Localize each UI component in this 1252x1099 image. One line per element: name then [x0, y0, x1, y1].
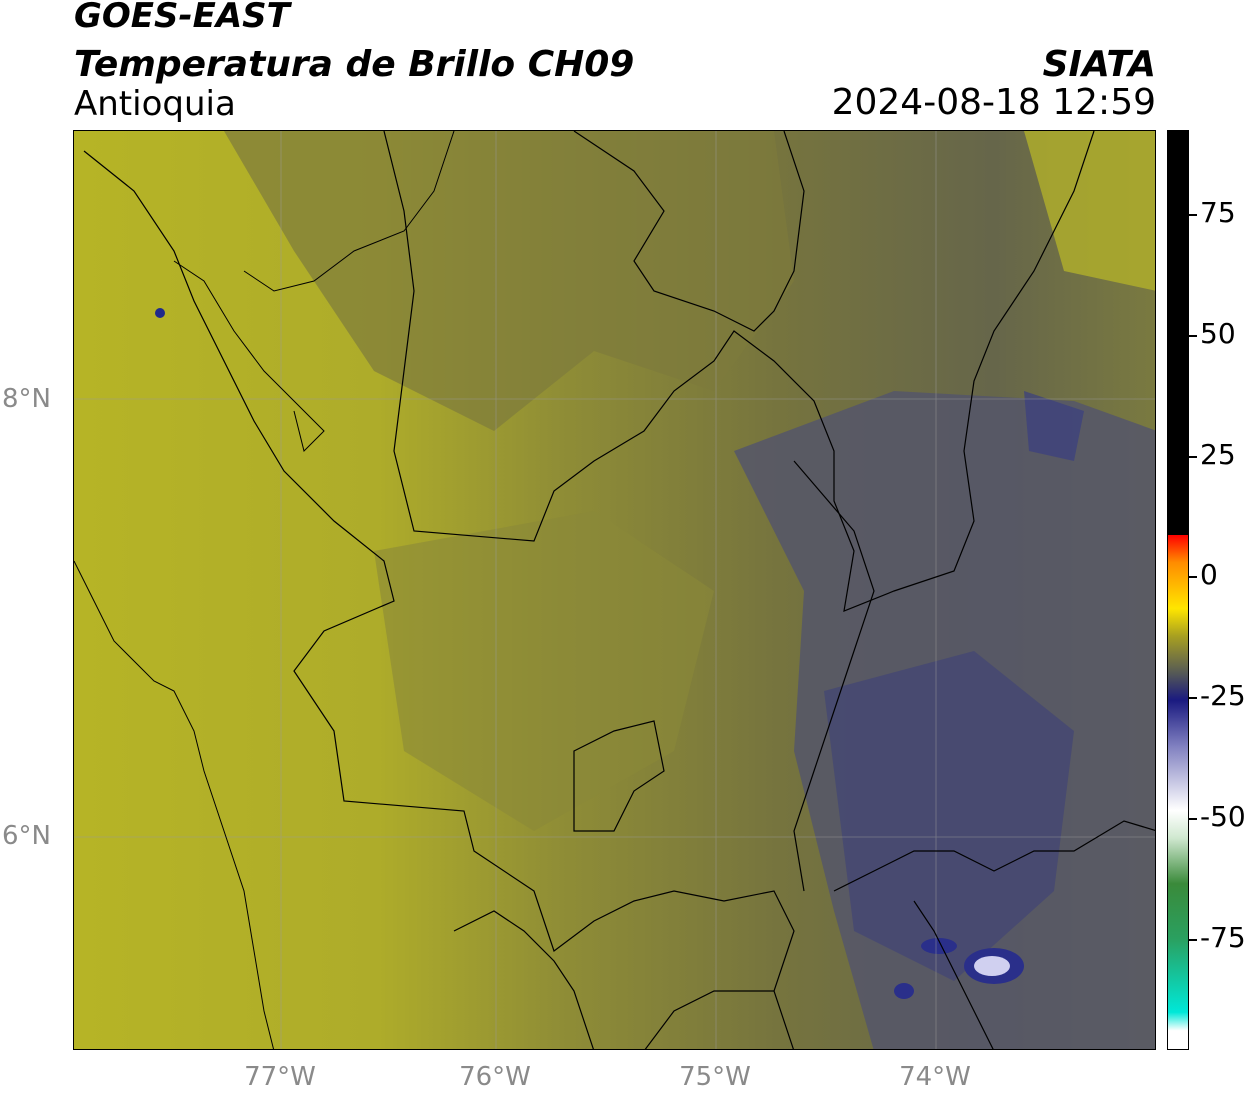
cloud-band-center [374, 511, 714, 831]
colorbar-tick [1189, 939, 1197, 941]
clear-area-ne [1024, 131, 1155, 291]
colorbar-label-neg50: -50 [1200, 800, 1246, 833]
colorbar-tick [1189, 456, 1197, 458]
lat-label-6n: 6°N [2, 821, 51, 851]
datetime-label: 2024-08-18 12:59 [831, 82, 1156, 123]
convective-core-1 [974, 956, 1010, 976]
map-canvas [74, 131, 1155, 1049]
gridlines [74, 131, 1155, 1049]
brightness-temperature-map[interactable] [73, 130, 1156, 1050]
colorbar-label-0: 0 [1200, 558, 1218, 591]
colorbar-label-neg25: -25 [1200, 679, 1246, 712]
colorbar-tick [1189, 818, 1197, 820]
colorbar-tick [1189, 335, 1197, 337]
temperature-colorbar [1167, 130, 1189, 1050]
admin-boundaries [83, 131, 1155, 1049]
region-label: Antioquia [74, 84, 236, 124]
cloud-band-north [224, 131, 794, 431]
colorbar-label-neg75: -75 [1200, 921, 1246, 954]
org-label: SIATA [1042, 44, 1156, 85]
colorbar-label-75: 75 [1200, 196, 1236, 229]
small-cold-spot [155, 308, 165, 318]
lon-label-76w: 76°W [459, 1062, 531, 1092]
coastline [74, 131, 455, 1049]
colorbar-tick [1189, 576, 1197, 578]
colorbar-tick [1189, 697, 1197, 699]
cold-core-region [824, 651, 1074, 981]
lon-label-77w: 77°W [244, 1062, 316, 1092]
convective-cell-3 [894, 983, 914, 999]
lon-label-74w: 74°W [899, 1062, 971, 1092]
lat-label-8n: 8°N [2, 384, 51, 414]
cold-cell-north [1024, 391, 1084, 461]
colorbar-tick [1189, 214, 1197, 216]
colorbar-label-50: 50 [1200, 317, 1236, 350]
colorbar-label-25: 25 [1200, 438, 1236, 471]
satellite-title: GOES-EAST [74, 0, 290, 36]
product-title: Temperatura de Brillo CH09 [74, 44, 635, 85]
convective-cell-2 [921, 938, 957, 954]
lon-label-75w: 75°W [679, 1062, 751, 1092]
